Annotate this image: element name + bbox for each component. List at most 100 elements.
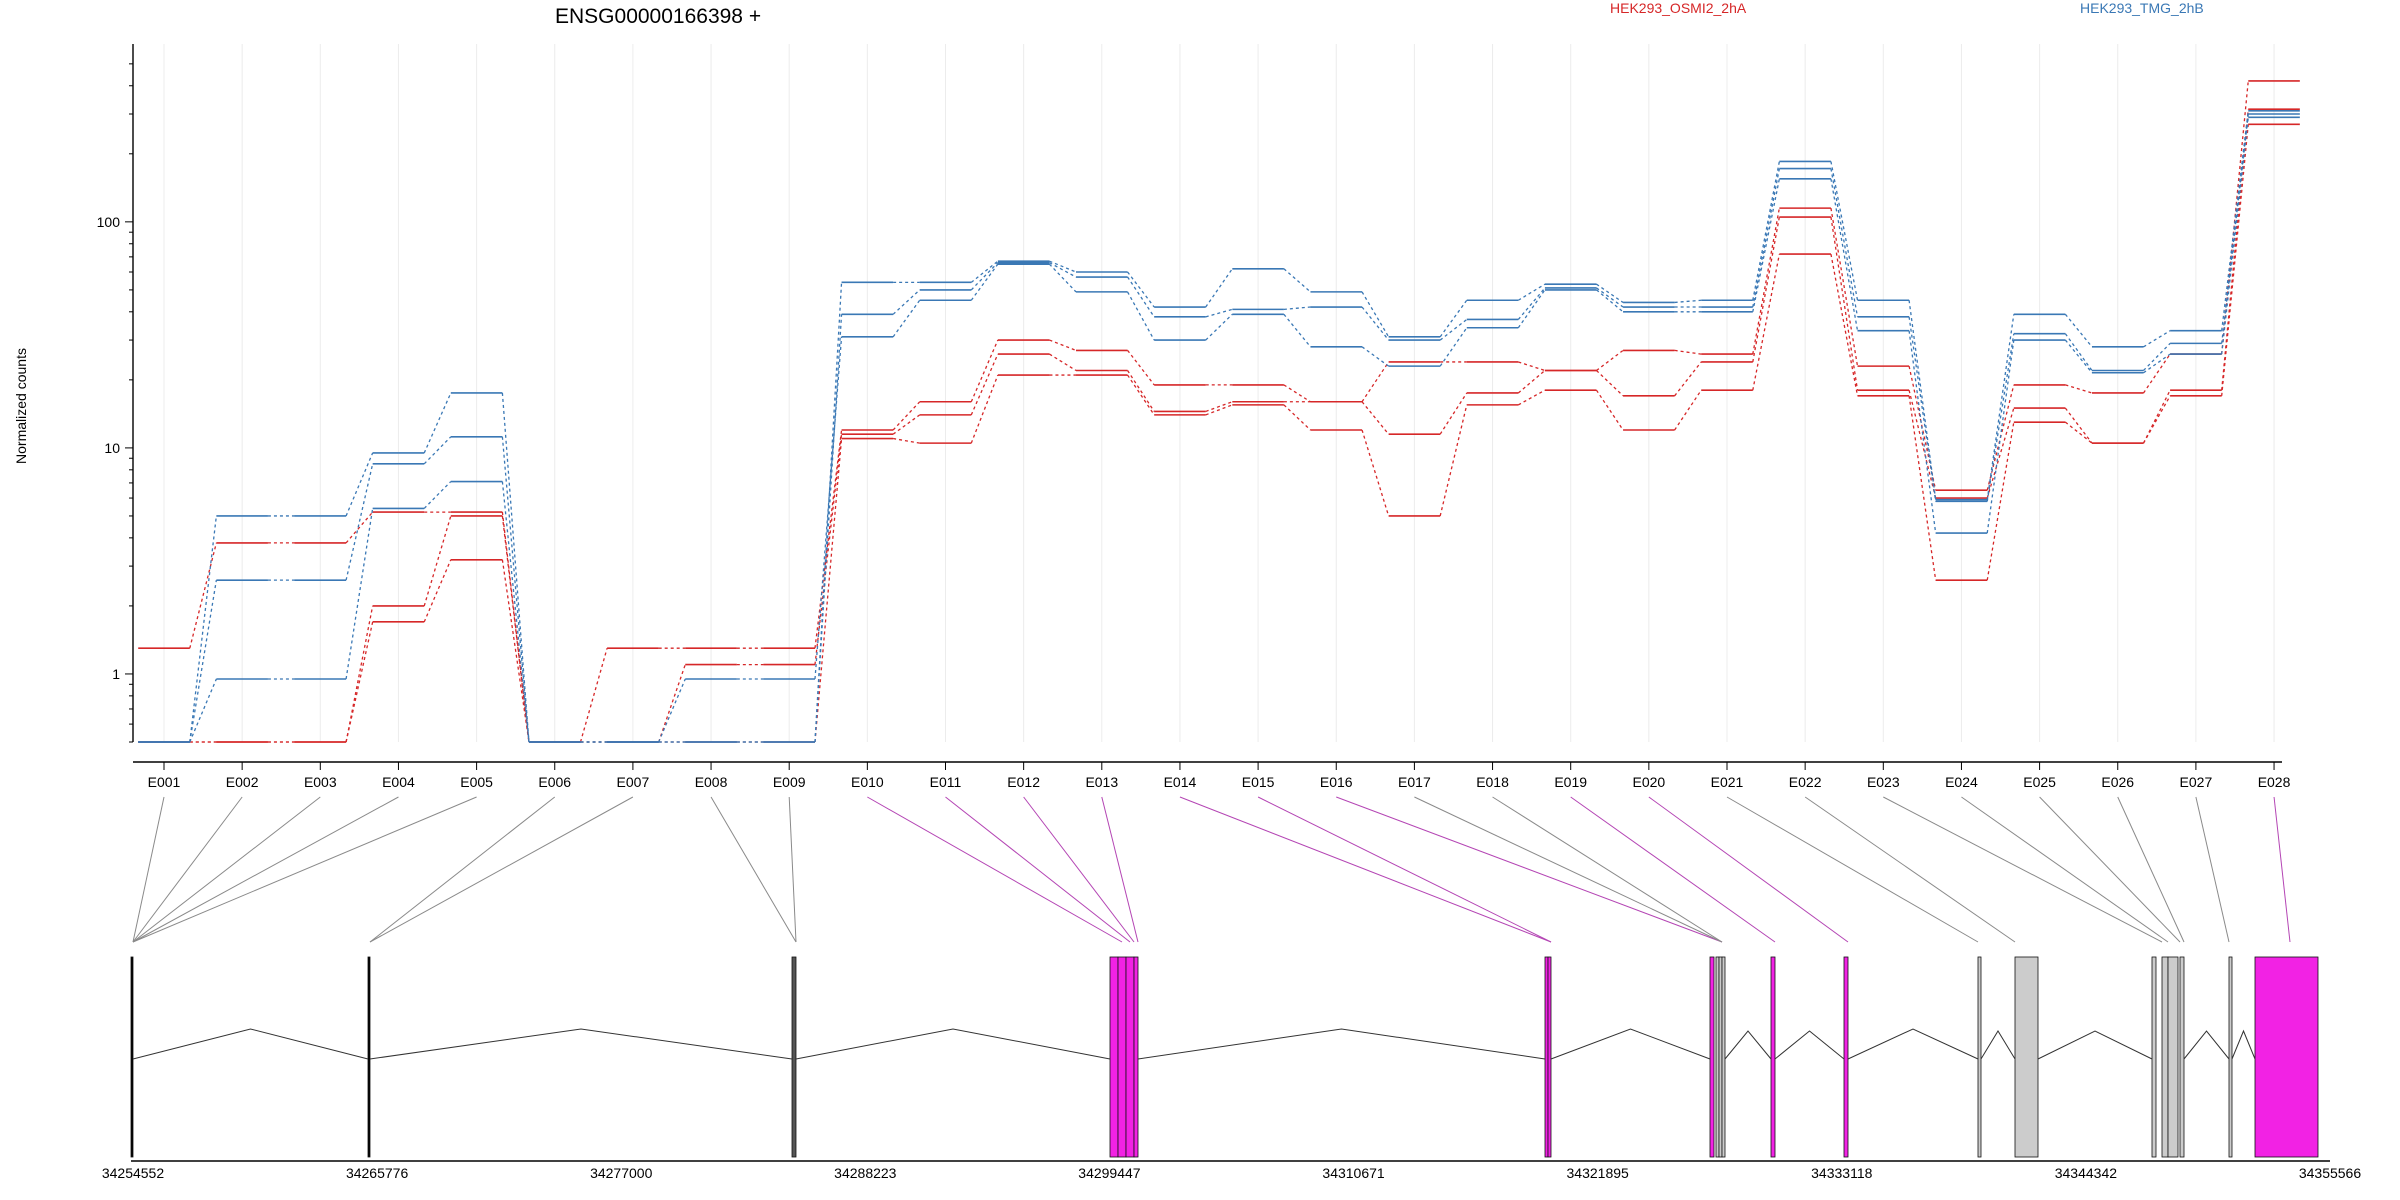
genomic-coordinate-label: 34321895 — [1567, 1165, 1630, 1181]
data-segment — [423, 515, 452, 607]
data-segment — [423, 436, 452, 465]
data-segment — [814, 282, 843, 743]
genomic-coordinate-label: 34254552 — [102, 1165, 165, 1181]
x-tick-label: E025 — [2023, 774, 2056, 790]
data-segment — [1283, 404, 1311, 431]
data-segment — [970, 260, 999, 283]
x-tick-label: E008 — [695, 774, 728, 790]
y-axis-label: Normalized counts — [13, 348, 29, 464]
exon-block — [2254, 956, 2319, 1158]
genomic-coordinate-label: 34265776 — [346, 1165, 409, 1181]
data-segment — [893, 437, 920, 444]
data-segment — [501, 436, 530, 743]
intron-line — [1774, 1030, 1845, 1060]
data-segment — [1205, 404, 1233, 416]
data-segment — [501, 559, 530, 743]
data-segment — [501, 392, 530, 743]
exon-connector — [369, 796, 556, 943]
exon-connector — [867, 796, 1123, 943]
y-tick-label: 100 — [97, 214, 121, 230]
data-segment — [2143, 353, 2171, 394]
data-segment — [1752, 161, 1780, 301]
exon-block — [1709, 956, 1715, 1158]
data-segment — [1596, 283, 1624, 303]
data-segment — [1596, 349, 1624, 372]
data-segment — [1517, 287, 1546, 320]
data-segment — [345, 605, 374, 743]
genomic-coordinate-label: 34344342 — [2055, 1165, 2118, 1181]
data-segment — [970, 262, 999, 291]
exon-block — [2228, 956, 2233, 1158]
data-segment — [1049, 353, 1077, 372]
data-segment — [1596, 370, 1624, 397]
x-tick-label: E004 — [382, 774, 415, 790]
data-segment — [189, 678, 217, 743]
intron-line — [2231, 1029, 2256, 1060]
data-segment — [2142, 389, 2171, 444]
exon-block — [2167, 956, 2179, 1158]
data-segment — [2064, 333, 2093, 371]
data-segment — [1361, 306, 1390, 341]
data-segment — [1518, 389, 1546, 406]
data-segment — [1752, 178, 1780, 312]
data-segment — [1205, 308, 1233, 318]
data-segment — [1595, 389, 1624, 431]
genomic-coordinate-label: 34299447 — [1078, 1165, 1141, 1181]
exon-connector — [132, 796, 399, 943]
data-segment — [579, 648, 608, 743]
exon-block — [2161, 956, 2169, 1158]
exon-connector — [132, 796, 477, 943]
data-segment — [1205, 401, 1233, 413]
data-segment — [1674, 299, 1702, 304]
exon-connector — [945, 796, 1131, 943]
data-segment — [189, 515, 218, 743]
data-segment — [892, 289, 921, 315]
series-6 — [138, 116, 2300, 743]
data-segment — [1205, 313, 1233, 341]
x-tick-label: E012 — [1007, 774, 1040, 790]
x-tick-label: E024 — [1945, 774, 1978, 790]
exon-connector — [1336, 796, 1723, 943]
data-segment — [1830, 253, 1859, 396]
data-segment — [1205, 268, 1233, 308]
data-segment — [658, 664, 686, 743]
data-segment — [814, 314, 843, 743]
x-tick-label: E022 — [1789, 774, 1822, 790]
x-tick-label: E016 — [1320, 774, 1353, 790]
data-segment — [1908, 300, 1937, 500]
exon-block — [1718, 956, 1723, 1158]
data-segment — [2065, 384, 2093, 394]
data-segment — [2221, 110, 2249, 331]
data-segment — [970, 263, 999, 301]
exon-connector — [1961, 796, 2169, 943]
exon-connector — [1023, 796, 1135, 943]
data-segment — [1283, 268, 1311, 293]
exon-connector — [132, 796, 321, 943]
x-tick-label: E021 — [1711, 774, 1744, 790]
x-tick-label: E007 — [617, 774, 650, 790]
intron-line — [1137, 1028, 1546, 1060]
exon-block — [1109, 956, 1119, 1158]
data-segment — [814, 438, 843, 743]
exon-block — [130, 956, 134, 1158]
data-segment — [1439, 318, 1468, 341]
data-segment — [1127, 349, 1155, 386]
data-segment — [345, 511, 374, 544]
intron-line — [2183, 1030, 2230, 1060]
data-segment — [1752, 208, 1780, 355]
data-segment — [2221, 124, 2249, 396]
intron-line — [1550, 1028, 1711, 1060]
series — [138, 80, 2300, 743]
series-4 — [138, 109, 2300, 743]
data-segment — [345, 508, 374, 680]
data-segment — [423, 392, 452, 454]
exon-connector — [1257, 796, 1552, 943]
data-segment — [1596, 289, 1624, 313]
x-tick-label: E015 — [1242, 774, 1275, 790]
exon-block — [1125, 956, 1135, 1158]
data-segment — [2064, 313, 2093, 348]
exon-connector — [1726, 796, 1979, 943]
exon-connector — [2117, 796, 2185, 943]
x-tick-label: E026 — [2101, 774, 2134, 790]
genomic-coordinate-label: 34310671 — [1322, 1165, 1385, 1181]
